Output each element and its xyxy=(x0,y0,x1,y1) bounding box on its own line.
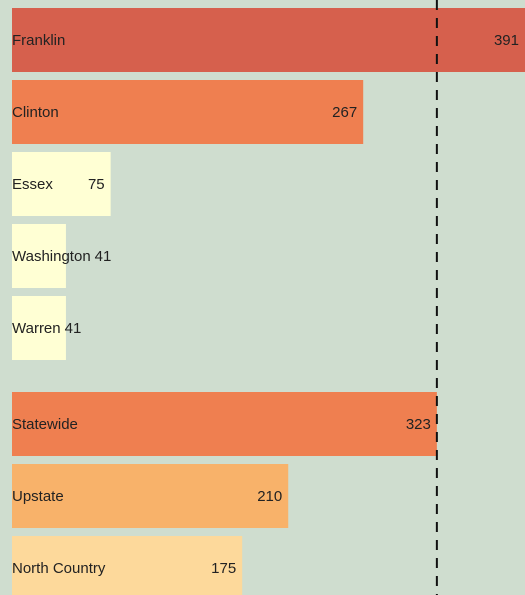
value-label: 210 xyxy=(257,488,282,505)
value-label: 75 xyxy=(88,176,105,193)
bar xyxy=(12,296,66,360)
bar xyxy=(12,8,525,72)
category-label: Statewide xyxy=(12,416,78,433)
value-label: 267 xyxy=(332,104,357,121)
value-label: 41 xyxy=(95,248,112,265)
bar xyxy=(12,536,243,595)
bar xyxy=(12,392,437,456)
bar xyxy=(12,152,111,216)
value-label: 391 xyxy=(494,32,519,49)
value-label: 323 xyxy=(406,416,431,433)
value-label: 41 xyxy=(65,320,82,337)
category-label: Clinton xyxy=(12,104,59,121)
bar xyxy=(12,464,289,528)
bar xyxy=(12,80,364,144)
category-label: Upstate xyxy=(12,488,64,505)
category-label: Franklin xyxy=(12,32,65,49)
bar xyxy=(12,224,66,288)
category-label: North Country xyxy=(12,560,106,577)
category-label: Washington xyxy=(12,248,91,265)
category-label: Warren xyxy=(12,320,61,337)
category-label: Essex xyxy=(12,176,53,193)
value-label: 175 xyxy=(211,560,236,577)
